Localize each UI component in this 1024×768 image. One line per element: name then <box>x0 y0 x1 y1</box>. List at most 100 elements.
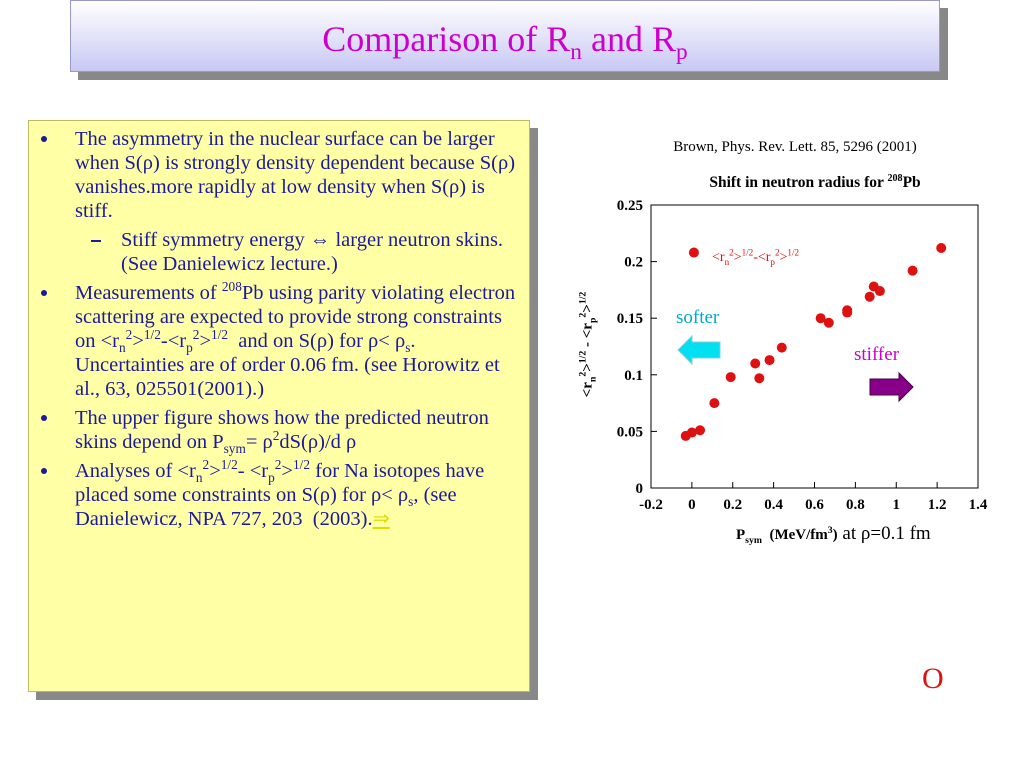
subscript: p <box>587 317 599 324</box>
bullet-dot <box>41 415 47 421</box>
data-point <box>686 427 697 438</box>
superscript: 1/2 <box>787 247 800 258</box>
bullet-item: Stiff symmetry energy ⇔ larger neutron s… <box>29 228 519 276</box>
superscript: 2 <box>577 371 589 377</box>
text-run: dS(ρ)/d ρ <box>279 431 357 453</box>
subscript: n <box>570 39 582 66</box>
subscript: p <box>186 340 193 356</box>
superscript: 2 <box>272 428 280 444</box>
text-run: ) <box>832 527 838 543</box>
y-tick-label: 0.05 <box>617 424 643 440</box>
data-point <box>776 342 787 353</box>
link-arrow[interactable]: ⇒ <box>372 508 390 530</box>
subscript: p <box>770 256 775 267</box>
superscript: 208 <box>221 279 242 295</box>
softer-label: softer <box>676 307 720 328</box>
superscript: 1/2 <box>292 457 310 473</box>
text-run: > <box>132 330 144 352</box>
bullet-dot <box>41 468 47 474</box>
x-axis-note: at ρ=0.1 fm <box>837 523 931 544</box>
superscript: 2 <box>192 327 200 343</box>
text-run: -<r <box>160 330 187 352</box>
text-run: Measurements of <box>75 282 222 304</box>
x-tick-label: 0.2 <box>723 497 742 513</box>
text-run: > <box>209 460 221 482</box>
x-axis-label: Psym (MeV/fm3) at ρ=0.1 fm <box>736 523 931 545</box>
superscript: 1/2 <box>577 350 589 364</box>
superscript: 2 <box>125 327 133 343</box>
superscript: 2 <box>577 312 589 318</box>
superscript: 1/2 <box>577 291 589 305</box>
data-point <box>907 265 918 276</box>
x-tick-label: 1.4 <box>969 497 988 513</box>
text-run: for Na isotopes have placed some constra… <box>75 460 490 506</box>
superscript: 2 <box>774 247 780 258</box>
data-point <box>695 425 706 436</box>
superscript: 208 <box>887 172 903 184</box>
title: Comparison of Rn and Rp <box>70 0 940 72</box>
superscript: 1/2 <box>211 327 229 343</box>
superscript: 1/2 <box>741 247 754 258</box>
stiffer-arrow <box>869 371 914 403</box>
text-run: and on S(ρ) for ρ< ρ <box>228 330 406 352</box>
text-run: - <r <box>237 460 269 482</box>
superscript: 3 <box>827 525 833 536</box>
text-run: Pb using parity violating electron scatt… <box>75 282 521 352</box>
superscript: 2 <box>274 457 282 473</box>
text-run: = ρ <box>245 431 273 453</box>
subscript: n <box>587 376 599 383</box>
text-run: > <box>281 460 293 482</box>
text-run: Shift in neutron radius for <box>709 174 888 191</box>
text-run: The upper figure shows how the predicted… <box>75 407 494 453</box>
corner-mark: O <box>922 662 944 695</box>
softer-arrow <box>677 334 721 366</box>
data-point <box>709 398 720 409</box>
y-tick-label: 0 <box>636 481 644 497</box>
data-point <box>750 358 761 369</box>
bullet-item: The asymmetry in the nuclear surface can… <box>29 127 519 223</box>
y-tick-label: 0.15 <box>617 311 643 327</box>
x-tick-label: 0 <box>688 497 696 513</box>
bullet-dash <box>91 240 101 242</box>
data-point <box>688 247 699 258</box>
text-run: > <box>779 250 788 265</box>
subscript: n <box>119 340 126 356</box>
text-run: , (see Danielewicz, NPA 727, 203 (2003). <box>75 484 462 530</box>
bullet-item: Analyses of <rn2>1/2- <rp2>1/2 for Na is… <box>29 457 519 531</box>
x-tick-label: 0.4 <box>764 497 783 513</box>
text-run: <r <box>579 382 596 398</box>
text-run: . Uncertainties are of order 0.06 fm. (s… <box>75 330 505 400</box>
y-axis-label: <rn2>1/2 - <rp2>1/2 <box>577 245 599 445</box>
data-point <box>874 286 885 297</box>
x-tick-label: -0.2 <box>639 497 663 513</box>
subscript: n <box>724 256 730 267</box>
superscript: 1/2 <box>143 327 161 343</box>
text-run: > <box>199 330 211 352</box>
subscript: sym <box>223 441 246 457</box>
text-run: > <box>579 363 596 372</box>
data-point <box>823 317 834 328</box>
x-tick-label: 1 <box>893 497 901 513</box>
chart-source: Brown, Phys. Rev. Lett. 85, 5296 (2001) <box>673 139 917 155</box>
y-tick-label: 0.25 <box>617 198 643 214</box>
bullet-box: The asymmetry in the nuclear surface can… <box>28 120 530 692</box>
bullet-item: The upper figure shows how the predicted… <box>29 406 519 457</box>
bullet-item: Measurements of 208Pb using parity viola… <box>29 279 521 401</box>
subscript: s <box>408 494 414 510</box>
subscript: n <box>195 470 203 486</box>
curve-label: <rn2>1/2-<rp2>1/2 <box>712 247 800 267</box>
subscript: p <box>676 39 688 66</box>
superscript: 2 <box>202 457 210 473</box>
text-run: > <box>733 250 742 265</box>
data-point <box>764 355 775 366</box>
subscript: sym <box>745 535 762 546</box>
y-tick-label: 0.1 <box>624 368 643 384</box>
y-tick-label: 0.2 <box>624 255 643 271</box>
data-point <box>936 243 947 254</box>
subscript: s <box>405 340 411 356</box>
bullet-dot <box>41 290 47 296</box>
stiffer-label: stiffer <box>854 344 900 365</box>
data-point <box>725 372 736 383</box>
text-run: and R <box>582 19 676 59</box>
